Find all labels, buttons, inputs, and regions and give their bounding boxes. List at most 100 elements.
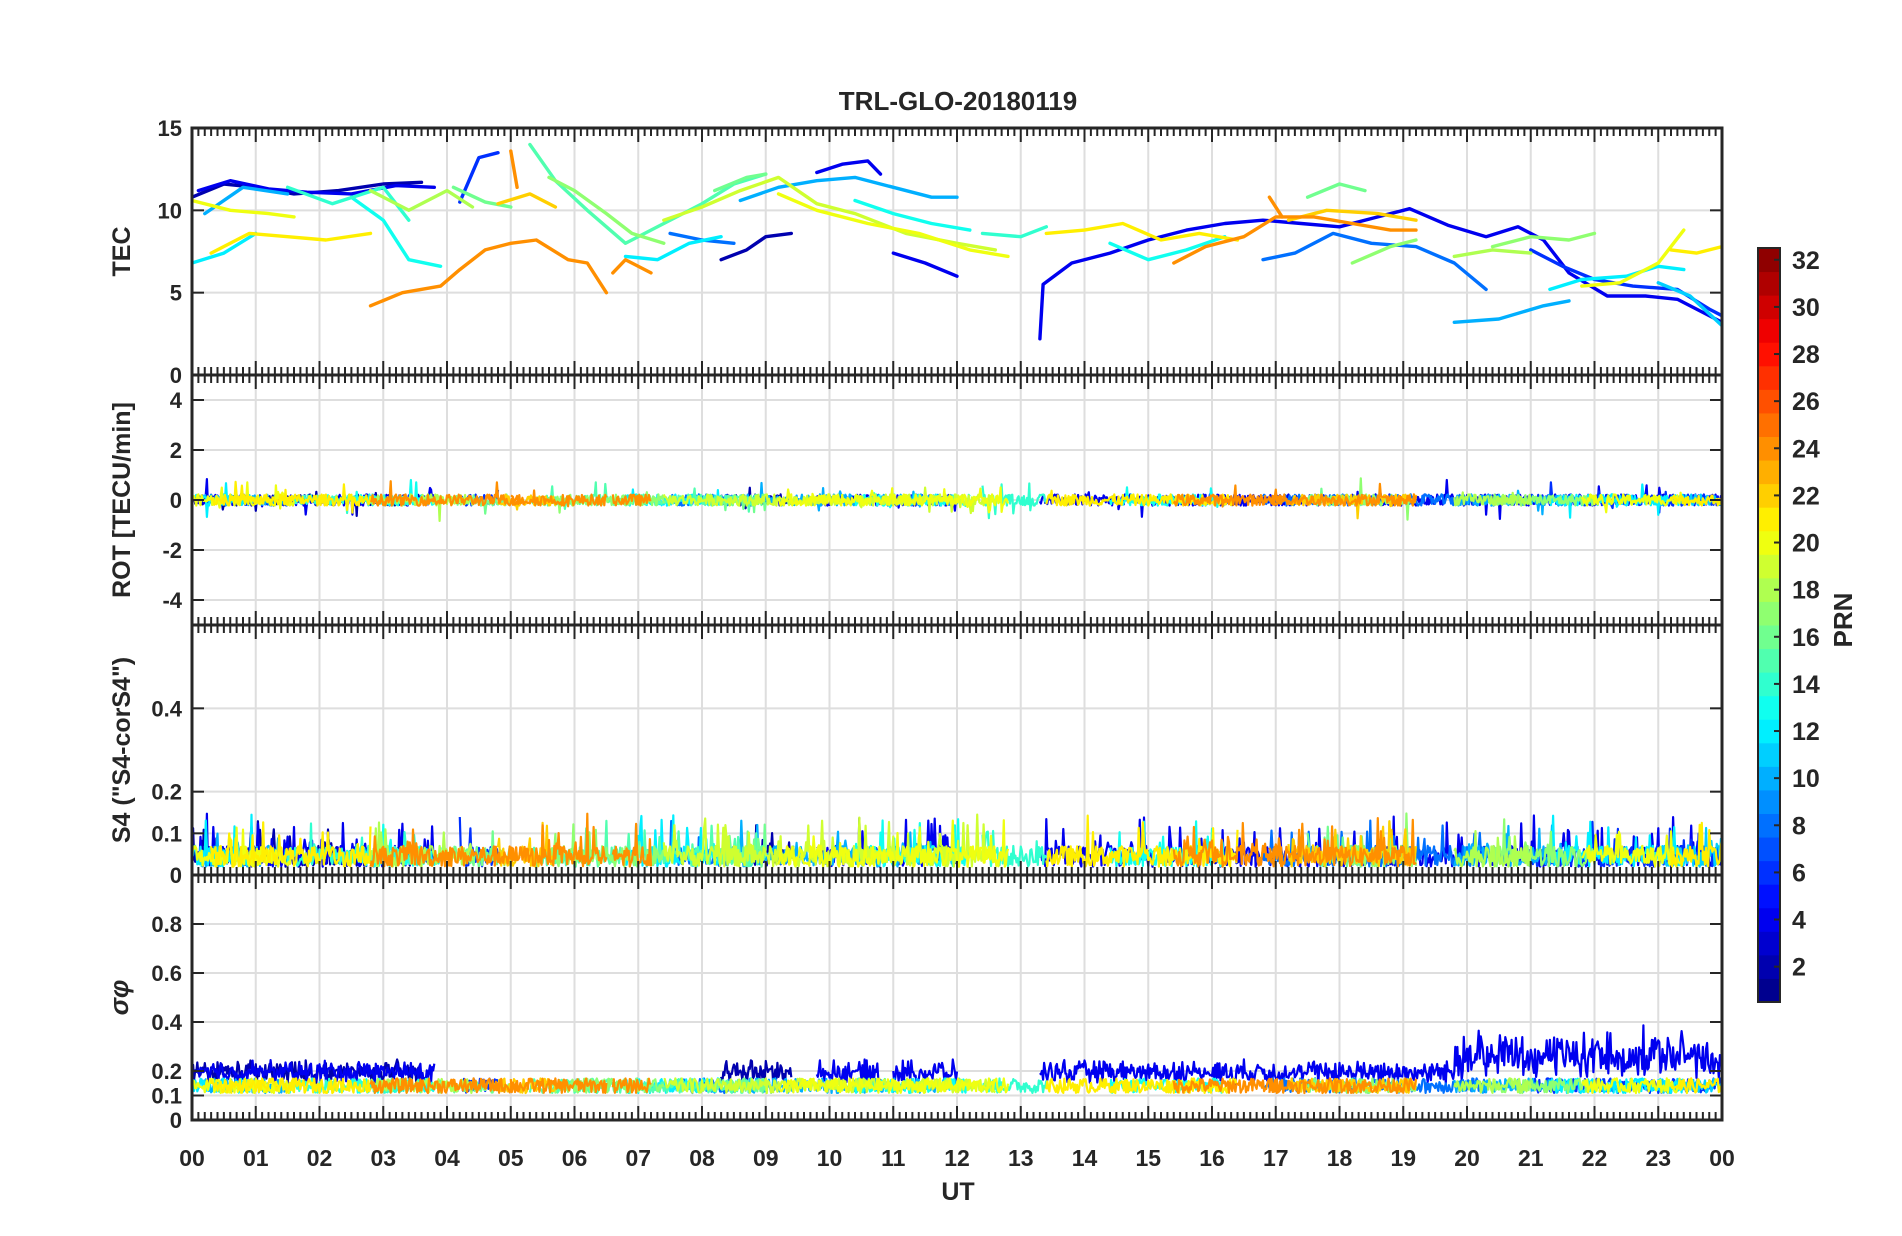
colorbar-tick-label: 12 xyxy=(1792,718,1820,746)
colorbar-segment xyxy=(1758,766,1780,791)
s4-series-prn-24 xyxy=(611,822,653,868)
colorbar-frame xyxy=(1757,247,1781,1003)
colorbar-segment xyxy=(1758,601,1780,626)
x-tick-label: 15 xyxy=(1135,1145,1161,1171)
y-tick-label: 15 xyxy=(158,116,182,141)
colorbar-tick-label: 26 xyxy=(1792,388,1820,416)
y-axis-label: TEC xyxy=(108,227,136,277)
y-tick-label: 0 xyxy=(170,488,182,513)
tec-series-prn-13 xyxy=(853,198,972,232)
sigma_phi-series-prn-24 xyxy=(611,1077,652,1094)
colorbar-segment xyxy=(1758,295,1780,320)
y-tick-label: 0.4 xyxy=(151,1010,182,1035)
colorbar-segment xyxy=(1758,460,1780,485)
rot-series-prn-18 xyxy=(1453,491,1532,507)
y-tick-label: 2 xyxy=(170,438,182,463)
colorbar-segment xyxy=(1758,436,1780,461)
colorbar-tick-label: 6 xyxy=(1792,859,1806,887)
panel-s4: 0 0.1 0.2 0.4 S4 ("S4-corS4") xyxy=(108,623,1724,888)
colorbar-segment xyxy=(1758,978,1780,1003)
colorbar-segment xyxy=(1758,507,1780,532)
colorbar-segment xyxy=(1758,884,1780,909)
x-tick-label: 03 xyxy=(370,1145,396,1171)
panel-sigma_phi: 00.10.2 0.4 0.6 0.8 σφ xyxy=(104,873,1724,1133)
tec-series-prn-24 xyxy=(1267,195,1284,219)
y-tick-label: 0.4 xyxy=(151,696,182,721)
x-tick-label: 11 xyxy=(881,1145,906,1171)
x-tick-label: 16 xyxy=(1199,1145,1225,1171)
x-tick-labels: 00 01 02 03 04 05 06 07 08 09 10 11 12 13 14 15 16 17 18 19… xyxy=(179,1145,1735,1171)
s4-series-prn-6 xyxy=(458,816,500,868)
s4-series-prn-17 xyxy=(1491,818,1596,868)
colorbar-tick-label: 14 xyxy=(1792,671,1820,699)
tec-series-prn-12 xyxy=(192,231,258,265)
y-tick-label: 0.1 xyxy=(151,821,182,846)
s4-series-prn-24 xyxy=(509,846,519,863)
colorbar-segment xyxy=(1758,530,1780,555)
x-tick-label: 22 xyxy=(1582,1145,1608,1171)
x-tick-label: 19 xyxy=(1390,1145,1416,1171)
colorbar-segment xyxy=(1758,365,1780,390)
tec-series-prn-4 xyxy=(891,251,959,278)
tec-series-prn-21 xyxy=(1044,221,1240,242)
x-tick-label: 10 xyxy=(817,1145,843,1171)
colorbar-segment xyxy=(1758,742,1780,767)
sigma_phi-series-prn-20 xyxy=(777,1077,1010,1095)
colorbar-segment xyxy=(1758,719,1780,744)
x-tick-label: 09 xyxy=(753,1145,779,1171)
colorbar-tick-label: 18 xyxy=(1792,577,1820,605)
tec-series-prn-11 xyxy=(1656,281,1722,328)
x-tick-label: 05 xyxy=(498,1145,524,1171)
x-tick-label: 21 xyxy=(1518,1145,1544,1171)
tec-series-prn-18 xyxy=(368,188,475,212)
panel-tec: 0 5 10 15 TEC xyxy=(108,116,1724,388)
y-axis-label: ROT [TECU/min] xyxy=(108,402,136,598)
colorbar-tick-label: 4 xyxy=(1792,907,1806,935)
tec-series-prn-21 xyxy=(209,231,373,255)
y-tick-label: 0.6 xyxy=(151,961,182,986)
y-tick-label: 4 xyxy=(170,388,183,413)
chart-title: TRL-GLO-20180119 xyxy=(839,86,1077,116)
tec-series-prn-10 xyxy=(738,175,959,203)
y-axis-label: σφ xyxy=(104,980,134,1016)
x-tick-label: 23 xyxy=(1645,1145,1671,1171)
colorbar-segment xyxy=(1758,672,1780,697)
sigma_phi-series-prn-24 xyxy=(1268,1077,1284,1094)
tec-series-prn-17 xyxy=(547,175,666,245)
sigma_phi-series-prn-21 xyxy=(1670,1077,1722,1095)
colorbar-segment xyxy=(1758,789,1780,814)
colorbar-segment xyxy=(1758,342,1780,367)
colorbar-segment xyxy=(1758,860,1780,885)
tec-series-prn-24 xyxy=(1172,215,1418,265)
colorbar-segment xyxy=(1758,412,1780,437)
tec-series-prn-18 xyxy=(1452,248,1533,259)
colorbar-tick-label: 22 xyxy=(1792,482,1820,510)
rot-series-prn-24 xyxy=(611,493,652,507)
y-tick-label: 0 xyxy=(170,863,182,888)
colorbar-tick-label: 24 xyxy=(1792,435,1820,463)
sigma_phi-series-prn-17 xyxy=(1491,1077,1596,1095)
sigma_phi-series-prn-24 xyxy=(369,1077,608,1095)
tec-series-prn-24 xyxy=(509,149,519,189)
colorbar-segment xyxy=(1758,577,1780,602)
colorbar-segment xyxy=(1758,554,1780,579)
colorbar-tick-label: 30 xyxy=(1792,294,1820,322)
series-group xyxy=(192,142,1722,341)
colorbar-segment xyxy=(1758,837,1780,862)
tec-series-prn-24 xyxy=(368,238,609,308)
x-tick-label: 13 xyxy=(1008,1145,1034,1171)
tec-series-prn-16 xyxy=(451,185,513,209)
tec-series-prn-22 xyxy=(496,192,558,209)
tec-series-prn-20 xyxy=(1580,228,1686,288)
colorbar-label: PRN xyxy=(1828,593,1858,648)
y-tick-label: -2 xyxy=(162,538,182,563)
s4-series-prn-20 xyxy=(1580,830,1685,868)
tec-series-prn-21 xyxy=(1669,244,1722,255)
sigma_phi-series-prn-18 xyxy=(1453,1077,1532,1094)
colorbar-tick-label: 10 xyxy=(1792,765,1820,793)
tec-series-prn-24 xyxy=(611,258,653,275)
tec-series-prn-6 xyxy=(458,151,500,204)
tec-series-prn-8 xyxy=(1261,231,1488,292)
